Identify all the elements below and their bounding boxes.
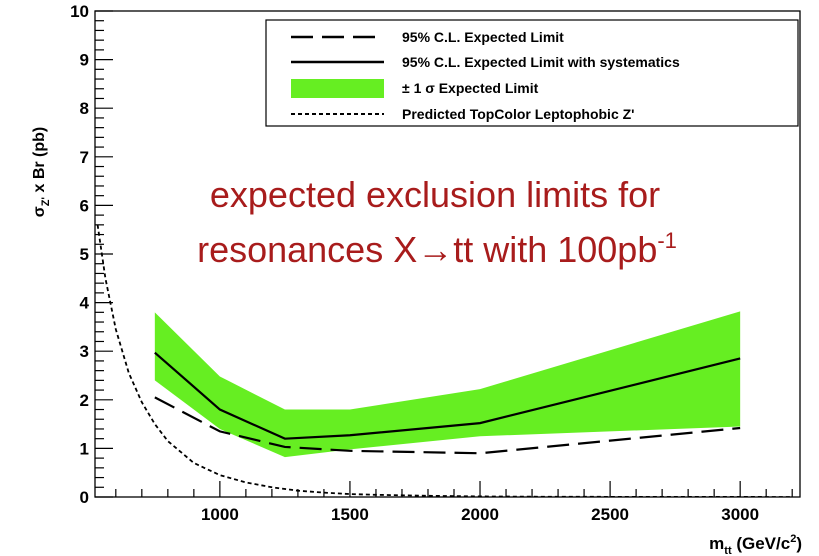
y-tick-label: 4 — [80, 294, 90, 313]
y-axis-label-rest: x Br (pb) — [31, 127, 48, 197]
legend-label-systematics: 95% C.L. Expected Limit with systematics — [402, 54, 680, 70]
sigma-band — [154, 311, 741, 458]
x-axis-label: mtt (GeV/c2) — [709, 533, 802, 556]
x-tick-label: 2000 — [461, 505, 499, 524]
x-axis-label-main: m — [709, 534, 724, 553]
y-tick-label: 8 — [80, 99, 89, 118]
x-axis-label-unit-sup: 2 — [790, 533, 796, 545]
annotation-line-1: expected exclusion limits for — [210, 174, 660, 215]
annotation-superscript: -1 — [657, 228, 677, 253]
legend-label-band: ± 1 σ Expected Limit — [402, 80, 539, 96]
y-axis-label-sub: Z' — [40, 197, 52, 207]
y-axis-label-main: σ — [31, 206, 48, 217]
x-axis-label-sub: tt — [724, 545, 732, 556]
x-axis-label-unit-close: ) — [796, 534, 802, 553]
x-axis-label-unit: (GeV/c — [732, 534, 791, 553]
x-tick-label: 2500 — [591, 505, 629, 524]
y-tick-label: 1 — [80, 439, 89, 458]
axis-layer: 0 1 2 3 4 5 6 7 8 9 10 1000 1500 2000 2500 3000 — [70, 2, 801, 524]
series-line-95-c-l-expected-limit — [154, 396, 741, 455]
x-tick-label: 3000 — [721, 505, 759, 524]
series-line-95-c-l-expected-limit-with-systematics — [154, 351, 741, 440]
y-tick-label: 2 — [80, 391, 89, 410]
annotation-line-2: resonances X→tt with 100pb-1 — [197, 228, 677, 270]
legend-swatch-band — [291, 79, 384, 98]
band-layer — [154, 311, 741, 458]
annotation-line-2-main: resonances X→tt with 100pb — [197, 229, 657, 270]
y-tick-label: 6 — [80, 196, 89, 215]
y-axis-label: σZ' x Br (pb) — [31, 127, 52, 218]
x-tick-label: 1500 — [331, 505, 369, 524]
y-tick-label: 5 — [80, 245, 89, 264]
y-tick-label: 0 — [80, 488, 89, 507]
legend-label-topcolor: Predicted TopColor Leptophobic Z' — [402, 106, 635, 122]
legend-label-expected: 95% C.L. Expected Limit — [402, 29, 564, 45]
x-tick-label: 1000 — [201, 505, 239, 524]
y-tick-label: 10 — [70, 2, 89, 21]
y-tick-label: 7 — [80, 148, 89, 167]
y-tick-label: 3 — [80, 342, 89, 361]
y-tick-label: 9 — [80, 51, 89, 70]
legend: 95% C.L. Expected Limit 95% C.L. Expecte… — [265, 19, 799, 127]
